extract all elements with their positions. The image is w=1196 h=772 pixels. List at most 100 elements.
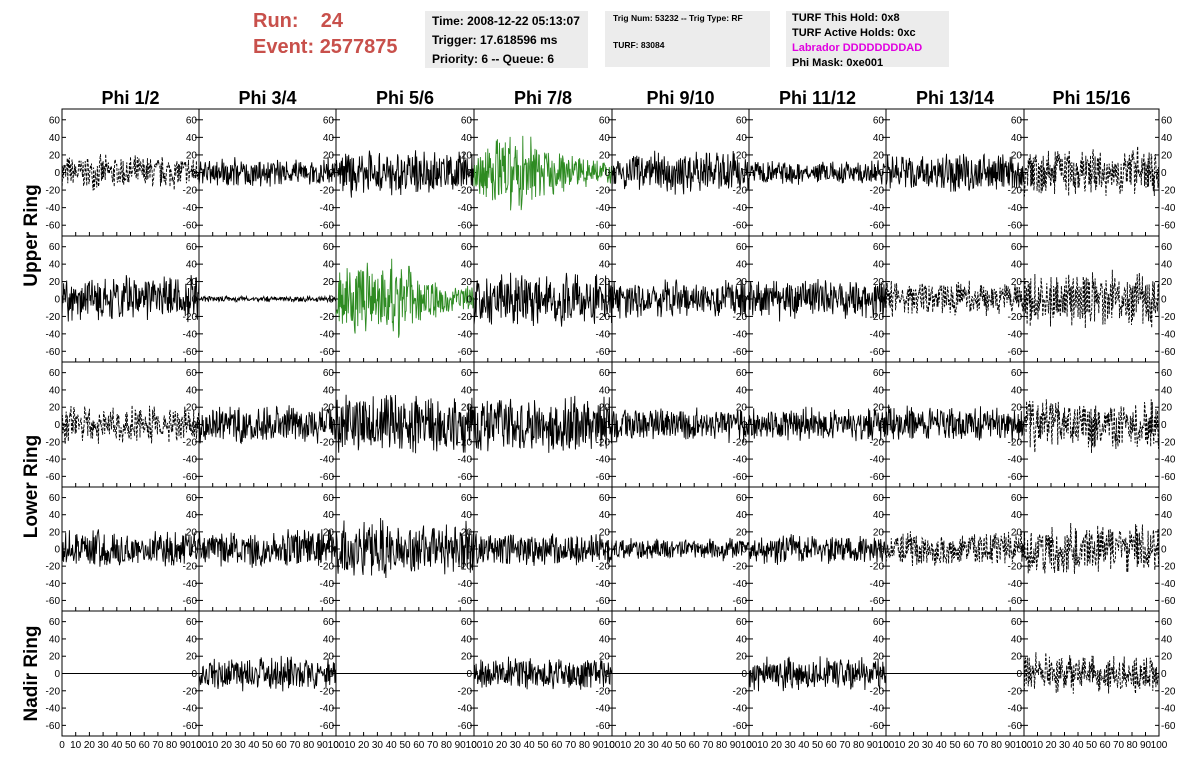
x-tick-label: 30	[785, 740, 797, 751]
y-tick-label: 20	[1011, 527, 1023, 538]
y-tick-label: 60	[461, 242, 473, 253]
run-value: 24	[320, 10, 344, 32]
y-tick-label: 0	[328, 545, 334, 556]
y-tick-label: 40	[461, 133, 473, 144]
y-tick-label: 60	[873, 115, 885, 126]
y-tick-label: -60	[1008, 721, 1023, 732]
y-tick-label: 60	[873, 493, 885, 504]
x-tick-label: 0	[1021, 740, 1027, 751]
y-tick-label: -20	[870, 437, 885, 448]
y-tick-label: 40	[461, 385, 473, 396]
y-tick-label: 40	[323, 510, 335, 521]
y-tick-label: -20	[46, 186, 61, 197]
waveform-trace	[473, 533, 613, 566]
phi-mask-text: Phi Mask: 0xe001	[792, 57, 884, 69]
x-tick-label: 90	[867, 740, 879, 751]
y-tick-label: -40	[458, 329, 473, 340]
event-row: Event: 2577875	[253, 34, 398, 60]
x-tick-label: 80	[853, 740, 865, 751]
x-tick-label: 60	[276, 740, 288, 751]
column-title: Phi 11/12	[779, 88, 856, 108]
y-tick-label: -60	[183, 721, 198, 732]
y-tick-label: 0	[741, 295, 747, 306]
y-tick-label: -60	[183, 472, 198, 483]
y-tick-label: -60	[458, 721, 473, 732]
y-tick-label: 20	[1161, 403, 1173, 414]
y-tick-label: 0	[191, 420, 197, 431]
y-tick-label: -60	[46, 221, 61, 232]
waveform-trace	[61, 275, 200, 323]
y-tick-label: 60	[1161, 242, 1173, 253]
y-tick-label: 0	[1161, 545, 1167, 556]
waveform-trace	[198, 405, 337, 445]
trigger-text: Trigger: 17.618596 ms	[432, 33, 558, 47]
y-tick-label: -20	[596, 562, 611, 573]
y-tick-label: 60	[1161, 368, 1173, 379]
x-tick-label: 100	[741, 740, 758, 751]
y-tick-label: 40	[461, 510, 473, 521]
y-tick-label: -20	[458, 186, 473, 197]
y-tick-label: -20	[596, 186, 611, 197]
waveform-grid-chart: Phi 1/2 Phi 3/4 Phi 5/6 Phi 7/8 Phi 9/10 Phi …	[21, 88, 1176, 751]
y-tick-label: 60	[1011, 115, 1023, 126]
y-tick-label: 40	[49, 385, 61, 396]
y-tick-label: -40	[596, 455, 611, 466]
y-tick-label: -20	[183, 686, 198, 697]
y-tick-label: 60	[1011, 493, 1023, 504]
y-tick-label: 20	[1011, 403, 1023, 414]
y-tick-label: 40	[1161, 133, 1173, 144]
y-tick-label: 60	[49, 617, 61, 628]
y-tick-label: 0	[1161, 295, 1167, 306]
waveform-trace	[748, 534, 887, 565]
y-tick-label: -20	[870, 312, 885, 323]
x-tick-label: 0	[471, 740, 477, 751]
y-tick-label: -20	[183, 437, 198, 448]
time-info-box: Time: 2008-12-22 05:13:07 Trigger: 17.61…	[425, 11, 588, 68]
turf-text: TURF: 83084	[613, 40, 665, 50]
y-tick-label: 20	[599, 277, 611, 288]
y-tick-label: -40	[320, 455, 335, 466]
y-tick-label: -40	[320, 704, 335, 715]
x-tick-label: 10	[207, 740, 219, 751]
y-tick-label: -60	[870, 596, 885, 607]
y-tick-label: 60	[323, 617, 335, 628]
x-tick-label: 20	[771, 740, 783, 751]
y-tick-label: -20	[320, 437, 335, 448]
x-tick-label: 70	[1113, 740, 1125, 751]
y-tick-label: -40	[733, 704, 748, 715]
y-tick-label: 40	[599, 510, 611, 521]
y-tick-label: 0	[604, 420, 610, 431]
y-tick-label: 40	[1011, 510, 1023, 521]
x-tick-label: 90	[730, 740, 742, 751]
waveform-trace	[198, 156, 336, 187]
turf-active-holds-text: TURF Active Holds: 0xc	[792, 27, 916, 39]
y-tick-label: 20	[186, 150, 198, 161]
y-tick-label: -40	[1161, 704, 1176, 715]
y-tick-label: 40	[186, 133, 198, 144]
x-tick-label: 10	[1032, 740, 1044, 751]
y-tick-label: 20	[736, 150, 748, 161]
y-tick-label: -20	[46, 562, 61, 573]
y-tick-label: 40	[1011, 260, 1023, 271]
y-tick-label: 20	[1161, 150, 1173, 161]
y-tick-label: 40	[599, 385, 611, 396]
waveform-trace	[1023, 522, 1160, 574]
x-tick-label: 0	[333, 740, 339, 751]
x-tick-label: 70	[427, 740, 439, 751]
y-tick-label: 40	[49, 634, 61, 645]
x-tick-label: 30	[1059, 740, 1071, 751]
y-tick-label: -40	[733, 203, 748, 214]
y-tick-label: -20	[1008, 562, 1023, 573]
y-tick-label: -60	[596, 472, 611, 483]
y-tick-label: -20	[1008, 186, 1023, 197]
y-tick-label: 40	[186, 385, 198, 396]
column-title: Phi 5/6	[376, 88, 434, 108]
trig-num-text: Trig Num: 53232 -- Trig Type: RF	[613, 13, 743, 23]
y-tick-label: -40	[458, 704, 473, 715]
y-tick-label: 20	[49, 527, 61, 538]
y-tick-label: 40	[873, 385, 885, 396]
x-tick-label: 70	[702, 740, 714, 751]
y-tick-label: 60	[461, 115, 473, 126]
y-tick-label: 0	[54, 545, 60, 556]
y-tick-label: 60	[599, 115, 611, 126]
